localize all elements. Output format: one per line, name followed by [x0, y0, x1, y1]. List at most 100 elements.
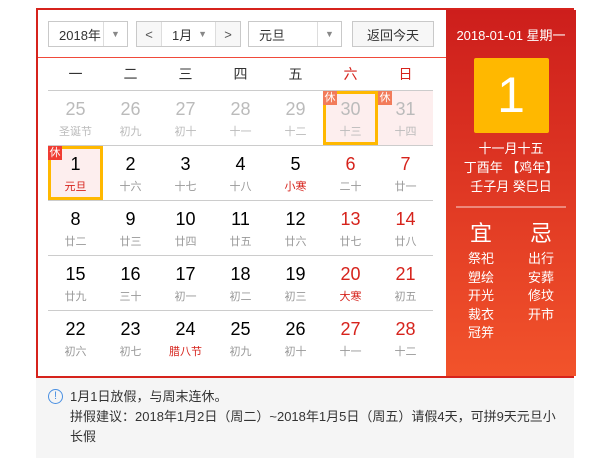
day-number: 22	[65, 319, 86, 339]
day-cell[interactable]: 23 初七	[103, 311, 158, 365]
day-number: 10	[175, 209, 196, 229]
ji-item: 出行	[527, 251, 554, 266]
lunar-date: 十一月十五	[478, 141, 544, 156]
day-cell[interactable]: 7 廿一	[378, 146, 433, 200]
day-number: 6	[345, 154, 356, 174]
day-cell[interactable]: 17 初一	[158, 256, 213, 310]
day-cell[interactable]: 18 初二	[213, 256, 268, 310]
info-line2: 拼假建议：2018年1月2日（周二）~2018年1月5日（周五）请假4天，可拼9…	[70, 409, 556, 444]
lunar-label: 小寒	[284, 181, 307, 193]
day-cell[interactable]: 8 廿二	[48, 201, 103, 255]
day-number: 24	[175, 319, 196, 339]
lunar-label: 三十	[119, 291, 142, 303]
day-cell[interactable]: 25 初九	[213, 311, 268, 365]
day-number: 3	[180, 154, 191, 174]
week-row: 25 圣诞节 26 初九 27 初十 28 十一 29 十二 休 30 十三 休 31 十四	[48, 90, 433, 145]
yi-title: 宜	[469, 221, 492, 246]
day-number: 7	[400, 154, 411, 174]
day-number: 16	[120, 264, 141, 284]
day-cell[interactable]: 28 十二	[378, 311, 433, 365]
day-cell[interactable]: 休 31 十四	[378, 91, 433, 145]
day-number: 18	[230, 264, 251, 284]
day-cell[interactable]: 3 十七	[158, 146, 213, 200]
yi-item: 祭祀	[467, 251, 494, 266]
lunar-label: 元旦	[64, 181, 87, 193]
day-cell[interactable]: 14 廿八	[378, 201, 433, 255]
day-number: 4	[235, 154, 246, 174]
day-cell[interactable]: 28 十一	[213, 91, 268, 145]
day-cell[interactable]: 6 二十	[323, 146, 378, 200]
lunar-label: 十一	[229, 126, 252, 138]
weekday-label: 五	[288, 66, 303, 82]
day-cell[interactable]: 24 腊八节	[158, 311, 213, 365]
day-cell[interactable]: 19 初三	[268, 256, 323, 310]
lunar-label: 十四	[394, 126, 417, 138]
lunar-label: 初九	[119, 126, 142, 138]
day-cell[interactable]: 休 30 十三	[323, 91, 378, 145]
day-cell[interactable]: 25 圣诞节	[48, 91, 103, 145]
calendar-main: 2018年 ▼ < 1月 ▼ > 元旦 ▼ 返回今天 一二三四五六日 25 圣诞节 26 初…	[38, 10, 446, 376]
chevron-down-icon[interactable]: ▼	[317, 22, 341, 46]
day-number: 13	[340, 209, 361, 229]
lunar-label: 廿七	[339, 236, 362, 248]
day-cell[interactable]: 22 初六	[48, 311, 103, 365]
month-select[interactable]: < 1月 ▼ >	[136, 21, 241, 47]
day-cell[interactable]: 16 三十	[103, 256, 158, 310]
chevron-down-icon[interactable]: ▼	[198, 29, 207, 39]
lunar-label: 十八	[229, 181, 252, 193]
day-cell[interactable]: 27 十一	[323, 311, 378, 365]
back-to-today-button[interactable]: 返回今天	[352, 21, 434, 47]
lunar-label: 初一	[174, 291, 197, 303]
yi-item: 裁衣	[467, 306, 494, 322]
selected-day-number: 1	[473, 58, 549, 133]
day-number: 19	[285, 264, 306, 284]
yi-item: 塑绘	[467, 269, 494, 285]
day-number: 9	[125, 209, 136, 229]
ji-item: 开市	[527, 306, 554, 322]
day-number: 25	[230, 319, 251, 339]
day-cell[interactable]: 10 廿四	[158, 201, 213, 255]
day-cell[interactable]: 13 廿七	[323, 201, 378, 255]
ji-title: 忌	[529, 221, 552, 246]
day-cell[interactable]: 休 1 元旦	[48, 146, 103, 200]
lunar-label: 十二	[284, 126, 307, 138]
lunar-label: 十三	[339, 126, 362, 138]
day-cell[interactable]: 26 初九	[103, 91, 158, 145]
calendar-widget: 2018年 ▼ < 1月 ▼ > 元旦 ▼ 返回今天 一二三四五六日 25 圣诞节 26 初…	[36, 8, 576, 378]
yi-item: 开光	[467, 288, 494, 303]
chevron-down-icon[interactable]: ▼	[103, 22, 127, 46]
day-cell[interactable]: 2 十六	[103, 146, 158, 200]
day-cell[interactable]: 29 十二	[268, 91, 323, 145]
day-number: 14	[395, 209, 416, 229]
lunar-label: 廿五	[229, 236, 252, 248]
year-select[interactable]: 2018年 ▼	[48, 21, 128, 47]
day-cell[interactable]: 21 初五	[378, 256, 433, 310]
day-cell[interactable]: 9 廿三	[103, 201, 158, 255]
weekday-label: 二	[123, 66, 138, 82]
next-month-button[interactable]: >	[216, 22, 240, 46]
holiday-value: 元旦	[259, 27, 286, 43]
week-row: 休 1 元旦 2 十六 3 十七 4 十八 5 小寒 6 二十 7 廿一	[48, 145, 433, 200]
ji-list: 忌出行 安葬 修坟 开市	[526, 220, 556, 343]
day-cell[interactable]: 4 十八	[213, 146, 268, 200]
lunar-label: 廿八	[394, 236, 417, 248]
holiday-select[interactable]: 元旦 ▼	[248, 21, 342, 47]
day-cell[interactable]: 15 廿九	[48, 256, 103, 310]
lunar-label: 廿三	[119, 236, 142, 248]
day-number: 30	[340, 99, 361, 119]
divider	[456, 206, 566, 208]
day-cell[interactable]: 11 廿五	[213, 201, 268, 255]
day-cell[interactable]: 12 廿六	[268, 201, 323, 255]
day-cell[interactable]: 20 大寒	[323, 256, 378, 310]
day-cell[interactable]: 27 初十	[158, 91, 213, 145]
prev-month-button[interactable]: <	[137, 22, 161, 46]
rest-badge: 休	[378, 91, 392, 105]
day-cell[interactable]: 5 小寒	[268, 146, 323, 200]
yi-item: 冠笄	[467, 325, 494, 340]
day-number: 26	[120, 99, 141, 119]
day-cell[interactable]: 26 初十	[268, 311, 323, 365]
weekday-header: 一二三四五六日	[48, 58, 433, 90]
year-value: 2018年	[59, 27, 101, 43]
ji-item: 安葬	[527, 269, 554, 285]
day-number: 15	[65, 264, 86, 284]
